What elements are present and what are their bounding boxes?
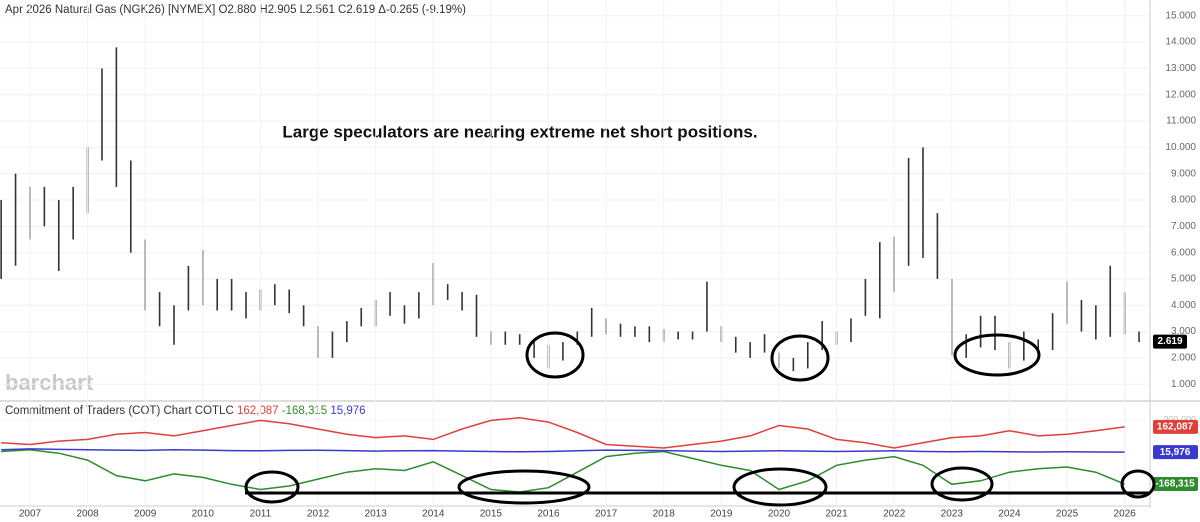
x-tick-label: 2024	[998, 509, 1021, 520]
x-tick-label: 2020	[768, 509, 791, 520]
x-tick-label: 2007	[19, 509, 42, 520]
highlight-ellipse	[930, 466, 994, 502]
cot-line	[1, 417, 1125, 449]
last-price-tag	[1153, 334, 1187, 349]
highlight-ellipse	[770, 334, 830, 382]
y-tick-label: 11.000	[1166, 116, 1196, 127]
value-tag	[1153, 476, 1198, 491]
value-tag-label: -168,315	[1155, 479, 1195, 490]
x-tick-label: 2017	[595, 509, 618, 520]
cot-title: Commitment of Traders (COT) Chart COTLC …	[5, 405, 366, 417]
x-tick-label: 2026	[1114, 509, 1137, 520]
x-tick-label: 2021	[825, 509, 848, 520]
y-tick-label: 5.000	[1171, 274, 1196, 285]
value-tag-label: 15,976	[1160, 447, 1191, 458]
y-tick-label: 200,000	[1163, 415, 1196, 425]
x-tick-label: 2013	[365, 509, 388, 520]
watermark: barchart	[5, 370, 94, 395]
y-tick-label: 13.000	[1165, 63, 1196, 74]
y-tick-label: 3.000	[1171, 326, 1196, 337]
x-tick-label: 2022	[883, 509, 906, 520]
highlights	[244, 331, 1156, 507]
last-price-label: 2.619	[1157, 336, 1182, 347]
highlight-ellipse	[953, 333, 1041, 377]
value-tag	[1153, 445, 1198, 460]
cot-line	[1, 448, 1125, 453]
y-tick-label: 10.000	[1165, 142, 1196, 153]
x-tick-label: 2018	[653, 509, 676, 520]
x-tick-label: 2016	[537, 509, 560, 520]
y-tick-label: 15.000	[1165, 10, 1196, 21]
x-tick-label: 2010	[192, 509, 215, 520]
y-tick-label: 14.000	[1165, 37, 1196, 48]
highlight-ellipse	[525, 331, 585, 379]
highlight-ellipse	[732, 467, 828, 507]
x-tick-label: 2015	[480, 509, 503, 520]
highlight-ellipse	[244, 470, 300, 504]
y-tick-label: 8.000	[1171, 195, 1196, 206]
y-tick-label: 9.000	[1171, 168, 1196, 179]
annotation: Large speculators are nearing extreme ne…	[282, 122, 757, 141]
highlight-ellipse	[1120, 469, 1156, 499]
x-tick-label: 2012	[307, 509, 330, 520]
y-tick-label: 4.000	[1171, 300, 1196, 311]
y-tick-label: 1.000	[1171, 379, 1196, 390]
x-tick-label: 2009	[134, 509, 157, 520]
cot-legend-value: 162,087	[237, 405, 279, 417]
chart-title: Apr 2026 Natural Gas (NGK26) [NYMEX] O2.…	[5, 4, 466, 16]
cot-title-text: Commitment of Traders (COT) Chart COTLC	[5, 405, 234, 417]
value-tag-label: 162,087	[1157, 422, 1194, 433]
y-tick-label: 2.000	[1171, 353, 1196, 364]
y-tick-label: 7.000	[1171, 221, 1196, 232]
y-tick-label: 12.000	[1165, 89, 1196, 100]
x-tick-label: 2025	[1056, 509, 1079, 520]
x-tick-label: 2014	[422, 509, 445, 520]
cot-legend-value: 15,976	[330, 405, 365, 417]
x-tick-label: 2008	[76, 509, 99, 520]
x-tick-label: 2023	[941, 509, 964, 520]
y-tick-label: 6.000	[1171, 247, 1196, 258]
cot-legend-value: -168,315	[282, 405, 327, 417]
highlight-ellipse	[457, 469, 591, 505]
x-tick-label: 2011	[250, 509, 272, 520]
value-tag	[1153, 419, 1198, 434]
x-tick-label: 2019	[710, 509, 733, 520]
